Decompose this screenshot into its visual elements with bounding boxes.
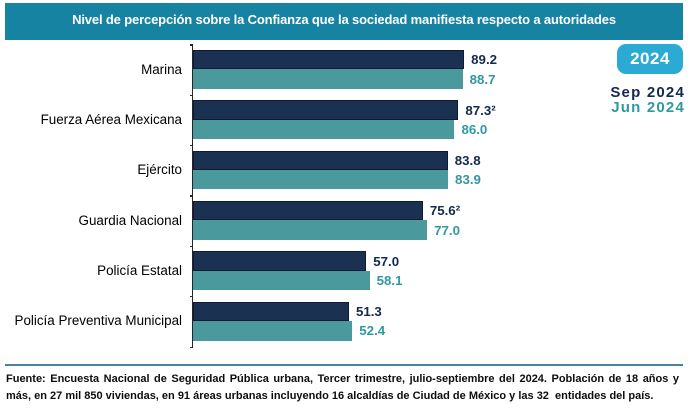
category-label: Guardia Nacional (78, 212, 182, 228)
chart-title: Nivel de percepción sobre la Confianza q… (72, 12, 616, 27)
bar-sep2024 (193, 150, 448, 171)
axis-tick (189, 245, 193, 247)
value-label: 57.0 (373, 253, 400, 269)
value-label: 52.4 (359, 323, 386, 339)
category-label: Fuerza Aérea Mexicana (40, 112, 182, 128)
axis-tick (189, 94, 193, 96)
bar-sep2024 (193, 301, 349, 322)
category-label: Marina (141, 61, 182, 77)
value-label: 89.2 (471, 52, 498, 68)
bar-sep2024 (193, 50, 465, 70)
bar-jun2024 (193, 119, 455, 140)
category-label: Policía Preventiva Municipal (14, 313, 182, 329)
value-label: 51.3 (355, 303, 382, 319)
legend-item-sep-2024: Sep 2024 (610, 83, 685, 101)
source-note: Fuente: Encuesta Nacional de Seguridad P… (6, 371, 679, 404)
bar-sep2024 (193, 201, 423, 221)
source-note-line2: más, en 27 mil 850 viviendas, en 91 área… (6, 389, 654, 402)
bar-sep2024 (193, 251, 367, 271)
chart-legend: Sep 2024 Jun 2024 (610, 83, 685, 116)
value-label: 58.1 (376, 272, 403, 288)
value-label: 83.9 (455, 172, 481, 188)
legend-item-jun-2024: Jun 2024 (611, 99, 685, 116)
category-label: Ejército (137, 162, 182, 178)
year-badge: 2024 (617, 44, 683, 74)
bar-jun2024 (193, 170, 449, 190)
value-label: 83.8 (454, 152, 481, 168)
value-label: 88.7 (469, 71, 496, 87)
axis-tick (189, 145, 193, 147)
axis-tick (189, 296, 193, 298)
bar-jun2024 (193, 69, 463, 89)
axis-tick (189, 44, 193, 46)
bar-jun2024 (193, 220, 428, 240)
footer-divider (5, 363, 683, 366)
axis-tick (189, 346, 193, 348)
bar-jun2024 (193, 321, 353, 341)
source-note-line1: Fuente: Encuesta Nacional de Seguridad P… (6, 373, 679, 385)
category-label: Policía Estatal (97, 263, 182, 279)
title-bar: Nivel de percepción sobre la Confianza q… (5, 3, 683, 40)
value-label: 75.6² (429, 203, 461, 219)
bar-sep2024 (193, 100, 459, 120)
bar-chart-plot-area: 89.2 88.7 87.3² 86.0 83.8 83.9 75.6² 77.0 57.0 58… (189, 44, 498, 348)
axis-tick (189, 195, 193, 197)
bar-jun2024 (193, 270, 370, 291)
value-label: 77.0 (434, 222, 460, 238)
value-label: 87.3² (465, 102, 496, 118)
year-badge-label: 2024 (630, 49, 670, 68)
value-label: 86.0 (461, 121, 488, 137)
